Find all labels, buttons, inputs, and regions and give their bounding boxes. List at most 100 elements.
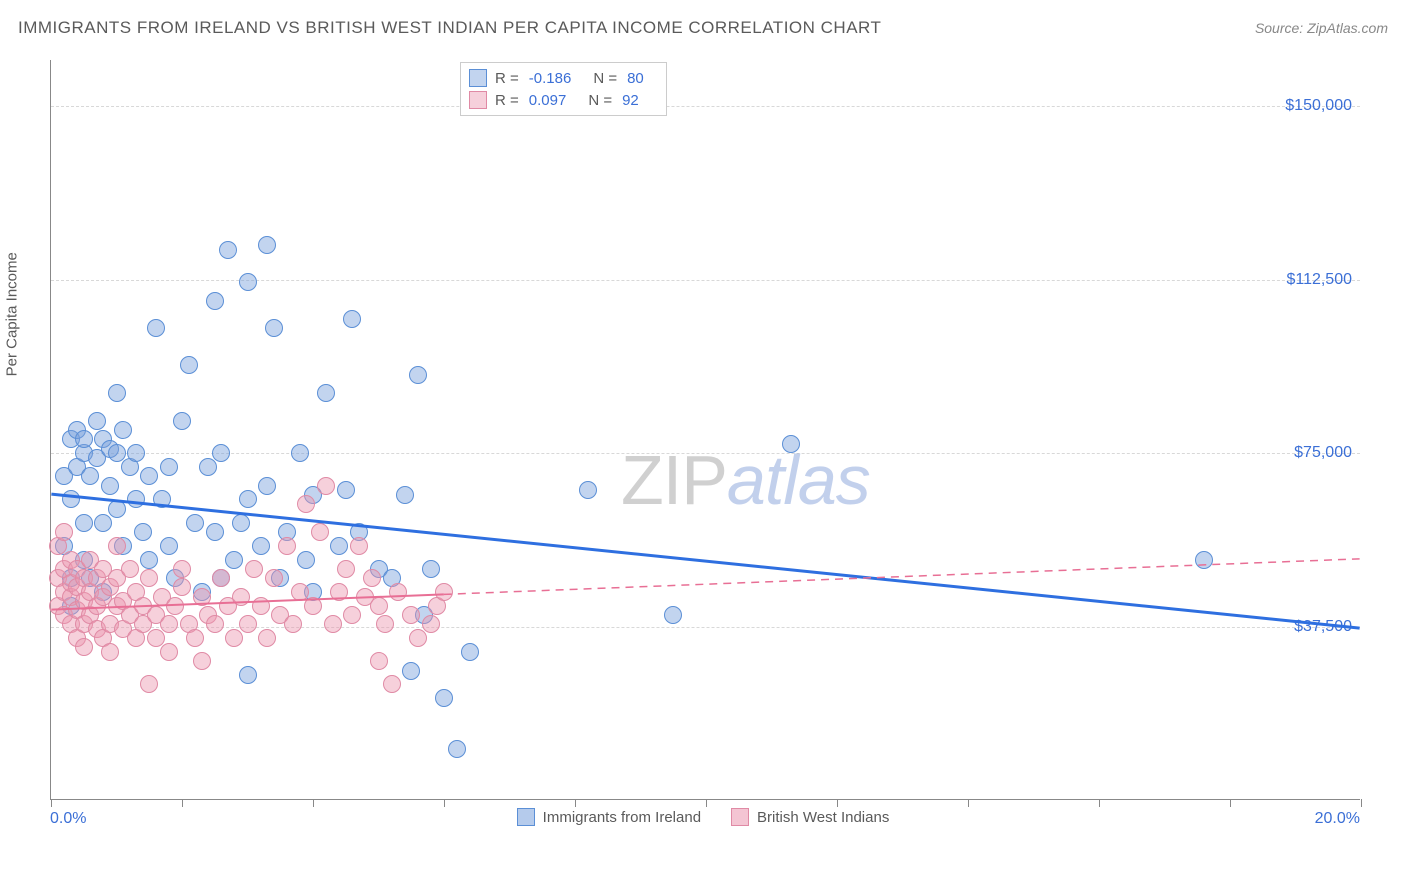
data-point-ireland <box>206 523 224 541</box>
data-point-ireland <box>402 662 420 680</box>
data-point-ireland <box>252 537 270 555</box>
data-point-ireland <box>258 236 276 254</box>
data-point-bwi <box>173 560 191 578</box>
data-point-bwi <box>330 583 348 601</box>
data-point-ireland <box>297 551 315 569</box>
data-point-ireland <box>160 537 178 555</box>
legend-label: Immigrants from Ireland <box>543 809 701 826</box>
trend-lines-layer <box>51 60 1360 799</box>
data-point-ireland <box>147 319 165 337</box>
data-point-ireland <box>101 477 119 495</box>
r-value-bwi: 0.097 <box>529 92 567 109</box>
data-point-bwi <box>186 629 204 647</box>
legend-swatch <box>731 808 749 826</box>
data-point-ireland <box>448 740 466 758</box>
data-point-ireland <box>127 490 145 508</box>
data-point-bwi <box>225 629 243 647</box>
x-tick <box>313 799 314 807</box>
data-point-bwi <box>265 569 283 587</box>
data-point-bwi <box>75 638 93 656</box>
x-tick <box>1230 799 1231 807</box>
data-point-bwi <box>166 597 184 615</box>
legend-swatch <box>517 808 535 826</box>
data-point-ireland <box>180 356 198 374</box>
watermark: ZIPatlas <box>621 440 870 520</box>
data-point-ireland <box>153 490 171 508</box>
data-point-ireland <box>75 514 93 532</box>
data-point-ireland <box>127 444 145 462</box>
x-tick <box>444 799 445 807</box>
data-point-ireland <box>317 384 335 402</box>
y-axis-title: Per Capita Income <box>4 252 21 376</box>
source-prefix: Source: <box>1255 20 1307 36</box>
correlation-legend: R = -0.186 N = 80 R = 0.097 N = 92 <box>460 62 667 116</box>
data-point-ireland <box>782 435 800 453</box>
data-point-ireland <box>75 430 93 448</box>
data-point-bwi <box>324 615 342 633</box>
x-tick <box>837 799 838 807</box>
data-point-bwi <box>55 523 73 541</box>
data-point-bwi <box>376 615 394 633</box>
x-tick <box>706 799 707 807</box>
x-tick <box>1099 799 1100 807</box>
data-point-ireland <box>265 319 283 337</box>
data-point-ireland <box>81 467 99 485</box>
data-point-ireland <box>114 421 132 439</box>
r-label: R = <box>495 70 519 87</box>
data-point-bwi <box>350 537 368 555</box>
r-label: R = <box>495 92 519 109</box>
y-tick-label: $112,500 <box>1286 271 1352 289</box>
data-point-bwi <box>422 615 440 633</box>
data-point-ireland <box>140 551 158 569</box>
data-point-bwi <box>173 578 191 596</box>
data-point-bwi <box>140 569 158 587</box>
data-point-ireland <box>173 412 191 430</box>
data-point-bwi <box>121 560 139 578</box>
data-point-bwi <box>337 560 355 578</box>
data-point-bwi <box>160 615 178 633</box>
data-point-ireland <box>330 537 348 555</box>
data-point-ireland <box>396 486 414 504</box>
swatch-bwi <box>469 91 487 109</box>
data-point-ireland <box>134 523 152 541</box>
data-point-bwi <box>409 629 427 647</box>
data-point-ireland <box>140 467 158 485</box>
data-point-bwi <box>245 560 263 578</box>
data-point-ireland <box>212 444 230 462</box>
data-point-ireland <box>579 481 597 499</box>
data-point-bwi <box>206 615 224 633</box>
y-tick-label: $75,000 <box>1294 444 1352 462</box>
data-point-bwi <box>284 615 302 633</box>
x-tick <box>575 799 576 807</box>
gridline <box>51 453 1360 454</box>
data-point-ireland <box>160 458 178 476</box>
data-point-bwi <box>343 606 361 624</box>
x-tick <box>182 799 183 807</box>
source-name: ZipAtlas.com <box>1307 20 1388 36</box>
y-tick-label: $150,000 <box>1285 97 1352 115</box>
data-point-bwi <box>212 569 230 587</box>
data-point-bwi <box>402 606 420 624</box>
data-point-bwi <box>311 523 329 541</box>
data-point-ireland <box>422 560 440 578</box>
chart-title: IMMIGRANTS FROM IRELAND VS BRITISH WEST … <box>18 18 881 38</box>
data-point-bwi <box>363 569 381 587</box>
n-label: N = <box>588 92 612 109</box>
data-point-ireland <box>461 643 479 661</box>
data-point-bwi <box>389 583 407 601</box>
data-point-ireland <box>239 273 257 291</box>
data-point-bwi <box>140 675 158 693</box>
data-point-ireland <box>409 366 427 384</box>
r-value-ireland: -0.186 <box>529 70 572 87</box>
data-point-ireland <box>435 689 453 707</box>
n-label: N = <box>593 70 617 87</box>
data-point-bwi <box>239 615 257 633</box>
data-point-ireland <box>225 551 243 569</box>
data-point-bwi <box>101 643 119 661</box>
gridline <box>51 106 1360 107</box>
scatter-plot-area: ZIPatlas $37,500$75,000$112,500$150,000 <box>50 60 1360 800</box>
x-tick <box>968 799 969 807</box>
data-point-ireland <box>108 500 126 518</box>
data-point-bwi <box>317 477 335 495</box>
data-point-ireland <box>1195 551 1213 569</box>
